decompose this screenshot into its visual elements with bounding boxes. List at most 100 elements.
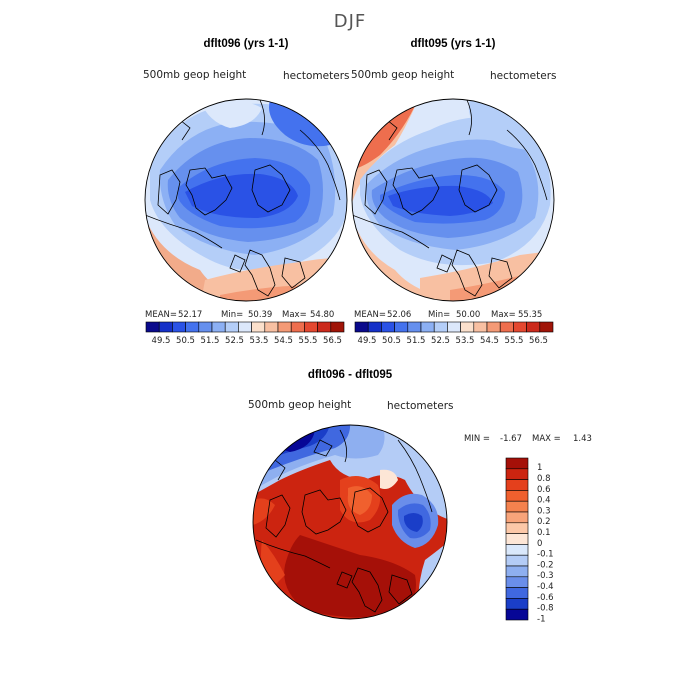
colorbar-tick-label: 0.2 (537, 517, 551, 527)
colorbar-tick-label: 55.5 (505, 336, 524, 346)
colorbar-tick-label: 0.8 (537, 474, 551, 484)
units-label: hectometers (387, 400, 453, 412)
panel-difference: dflt096 - dflt095 500mb geop height hect… (248, 369, 592, 624)
colorbar-abs-ticks: 49.5 50.5 51.5 52.5 53.5 54.5 55.5 56.5 (152, 336, 342, 346)
polar-map (253, 425, 447, 619)
colorbar-swatch (264, 321, 279, 333)
colorbar-swatch (499, 321, 514, 333)
colorbar-swatch (354, 321, 369, 333)
colorbar-swatch (317, 321, 332, 333)
colorbar-swatch (277, 321, 292, 333)
colorbar-tick-label: -0.4 (537, 582, 554, 592)
colorbar-tick-label: 53.5 (250, 336, 269, 346)
figure-title: DJF (334, 11, 367, 32)
panel-title: dflt096 - dflt095 (308, 369, 393, 381)
colorbar-tick-label: 49.5 (358, 336, 377, 346)
colorbar-swatch (185, 321, 200, 333)
colorbar-swatch (158, 321, 173, 333)
colorbar-swatch (304, 321, 318, 333)
colorbar-swatch (505, 565, 529, 578)
colorbar-tick-label: 0.1 (537, 528, 551, 538)
colorbar-swatch (539, 321, 554, 333)
colorbar-swatch (505, 544, 529, 556)
colorbar-swatch (407, 321, 422, 333)
colorbar-tick-label: 56.5 (529, 336, 548, 346)
stat-max-label: Max= (491, 310, 516, 320)
colorbar-tick-label: 0.6 (537, 485, 551, 495)
colorbar-tick-label: 52.5 (225, 336, 244, 346)
colorbar-swatch (367, 321, 382, 333)
stat-max-value: 55.35 (518, 310, 542, 320)
colorbar-swatch (505, 500, 529, 513)
colorbar-swatch (211, 321, 226, 333)
colorbar-tick-label: 54.5 (274, 336, 293, 346)
colorbar-abs-ticks: 49.5 50.5 51.5 52.5 53.5 54.5 55.5 56.5 (358, 336, 548, 346)
map-border (351, 98, 555, 302)
colorbar-swatch (505, 598, 529, 610)
colorbar-swatch (145, 321, 160, 333)
panel-title: dflt095 (yrs 1-1) (410, 38, 495, 50)
stat-mean-value: 52.17 (178, 310, 202, 320)
colorbar-abs (354, 321, 554, 333)
variable-label: 500mb geop height (248, 399, 351, 411)
colorbar-tick-label: 0.3 (537, 506, 551, 516)
stat-mean-label: MEAN= (354, 310, 386, 320)
colorbar-swatch (505, 576, 529, 588)
colorbar-swatch (394, 321, 409, 333)
colorbar-abs (145, 321, 345, 333)
colorbar-swatch (486, 321, 501, 333)
polar-map (352, 99, 554, 301)
stat-min-value: 50.00 (456, 310, 480, 320)
colorbar-swatch (505, 608, 529, 621)
colorbar-tick-label: 51.5 (201, 336, 220, 346)
colorbar-tick-label: -0.6 (537, 593, 554, 603)
colorbar-swatch (251, 321, 266, 333)
colorbar-swatch (447, 321, 461, 333)
colorbar-diff-ticks: 10.80.60.40.30.20.10-0.1-0.2-0.3-0.4-0.6… (537, 463, 554, 624)
colorbar-swatch (505, 457, 529, 470)
colorbar-tick-label: 50.5 (176, 336, 195, 346)
colorbar-tick-label: -0.8 (537, 604, 554, 614)
colorbar-swatch (460, 321, 475, 333)
stat-min-label: Min= (221, 310, 243, 320)
units-label: hectometers (283, 70, 349, 82)
colorbar-tick-label: 55.5 (299, 336, 318, 346)
panel-title: dflt096 (yrs 1-1) (203, 38, 288, 50)
colorbar-tick-label: 51.5 (407, 336, 426, 346)
variable-label: 500mb geop height (351, 69, 454, 81)
panel-dflt096: dflt096 (yrs 1-1) 500mb geop height hect… (143, 38, 349, 346)
colorbar-tick-label: -0.3 (537, 571, 554, 581)
colorbar-swatch (505, 522, 529, 534)
colorbar-swatch (505, 587, 529, 599)
colorbar-swatch (238, 321, 252, 333)
colorbar-swatch (224, 321, 239, 333)
colorbar-swatch (505, 490, 529, 502)
colorbar-tick-label: 54.5 (480, 336, 499, 346)
colorbar-tick-label: -0.2 (537, 560, 554, 570)
diff-max-value: 1.43 (573, 434, 592, 444)
map-border (252, 424, 448, 620)
colorbar-tick-label: 53.5 (456, 336, 475, 346)
colorbar-tick-label: 50.5 (382, 336, 401, 346)
colorbar-tick-label: 0.4 (537, 496, 551, 506)
colorbar-swatch (433, 321, 448, 333)
colorbar-swatch (420, 321, 435, 333)
colorbar-swatch (505, 554, 529, 567)
colorbar-swatch (172, 321, 186, 333)
colorbar-tick-label: 49.5 (152, 336, 171, 346)
stat-max-value: 54.80 (310, 310, 334, 320)
colorbar-swatch (330, 321, 345, 333)
stat-min-label: Min= (428, 310, 450, 320)
colorbar-swatch (505, 511, 529, 524)
diff-min-value: -1.67 (500, 434, 522, 444)
colorbar-tick-label: 52.5 (431, 336, 450, 346)
panel-dflt095: dflt095 (yrs 1-1) 500mb geop height hect… (351, 38, 556, 346)
colorbar-swatch (290, 321, 305, 333)
colorbar-diff (505, 457, 529, 621)
stat-mean-value: 52.06 (387, 310, 411, 320)
colorbar-swatch (513, 321, 527, 333)
colorbar-tick-label: -1 (537, 614, 545, 624)
colorbar-swatch (505, 479, 529, 491)
colorbar-swatch (381, 321, 395, 333)
units-label: hectometers (490, 70, 556, 82)
